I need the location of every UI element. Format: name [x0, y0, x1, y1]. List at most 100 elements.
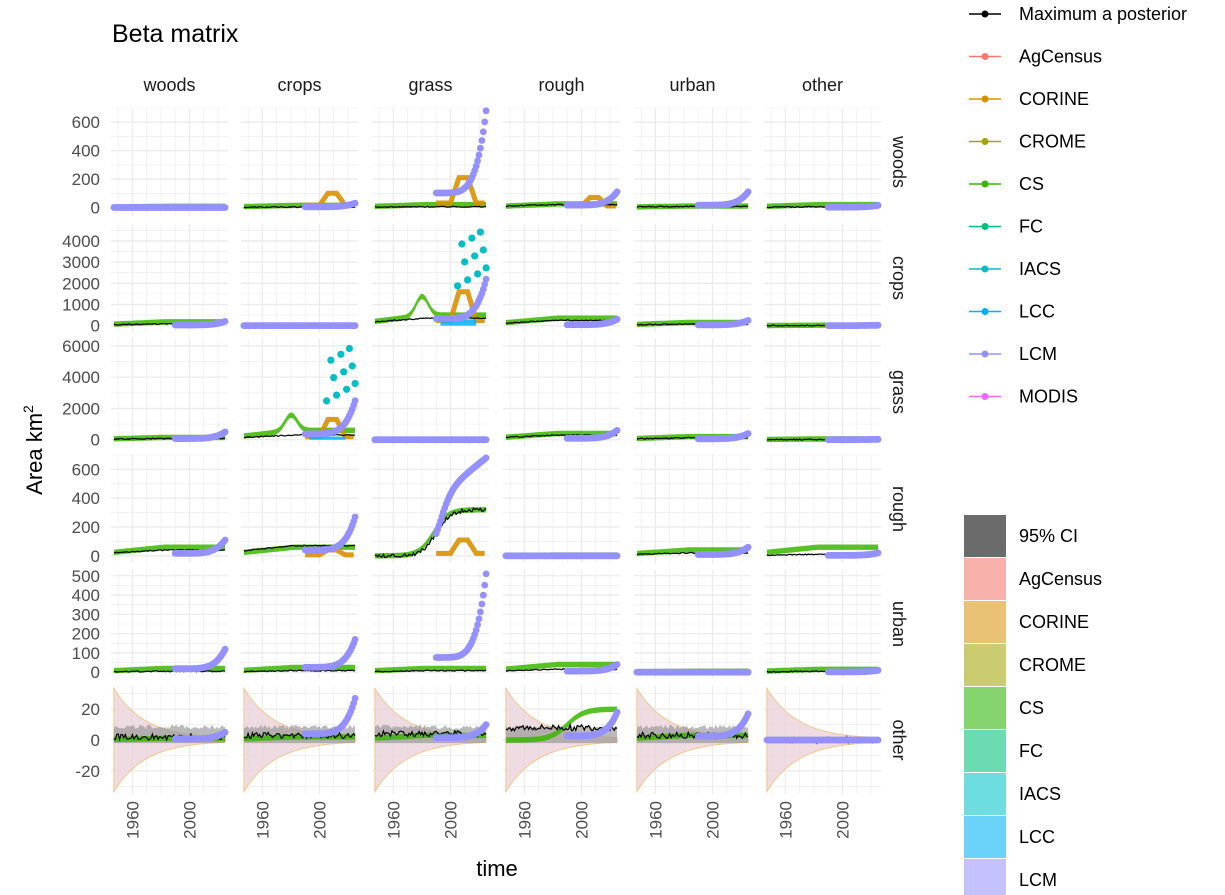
iacs-point [454, 282, 462, 290]
panel-series-urban-urban [633, 668, 752, 676]
y-tick-label: 400 [72, 489, 100, 508]
lcm-point [613, 552, 621, 560]
chart-title: Beta matrix [112, 20, 239, 48]
legend-point-key [981, 138, 989, 145]
legend-point-key [981, 180, 989, 188]
cs-band [636, 547, 749, 557]
corine-line [436, 537, 485, 556]
strip-row-grass: grass [889, 370, 909, 414]
panel-grass-rough [503, 338, 620, 446]
legend-fill-label: 95% CI [1019, 526, 1078, 546]
lcm-point [874, 549, 882, 557]
legend-line-item: MODIS [969, 387, 1078, 407]
panel-rough-urban [634, 454, 751, 563]
panel-series-woods-urban [636, 188, 752, 210]
lcm-point [744, 543, 752, 551]
strip-col-crops: crops [277, 75, 321, 95]
lcm-point [472, 626, 480, 634]
panel-crops-rough [503, 224, 620, 332]
panel-series-other-crops [243, 686, 359, 794]
y-tick-label: 3000 [62, 253, 100, 272]
y-tick-label: 400 [72, 586, 100, 605]
legend-line-item: LCM [969, 344, 1057, 364]
y-tick-label: 100 [72, 644, 100, 663]
legend-fill-label: FC [1019, 741, 1043, 761]
y-tick-label: 0 [91, 431, 100, 450]
panel-series-other-rough [505, 686, 621, 794]
lcm-point [874, 321, 882, 329]
lcm-point [221, 536, 229, 544]
legend-point-key [981, 393, 989, 400]
lcm-point [221, 204, 229, 211]
strip-col-rough: rough [538, 75, 584, 95]
legend-fill-label: CS [1019, 698, 1044, 718]
legend-point-key [981, 308, 989, 315]
lcm-point [351, 513, 359, 521]
panel-series-woods-rough [505, 188, 621, 209]
panel-series-crops-urban [636, 317, 752, 329]
panel-series-grass-rough [505, 426, 621, 442]
iacs-point [345, 344, 353, 353]
lcm-point [351, 694, 359, 702]
lcm-point [472, 162, 480, 170]
x-tick-label: 2000 [572, 801, 591, 839]
lcm-point [478, 600, 486, 608]
panel-series-urban-woods [113, 645, 229, 674]
iacs-point [461, 258, 469, 266]
legend-fill-key [964, 773, 1006, 815]
panel-series-other-urban [636, 686, 752, 794]
lcm-point [744, 188, 752, 196]
panel-series-urban-other [766, 666, 882, 676]
legend-fill-key [964, 816, 1006, 858]
panel-series-crops-woods [113, 318, 229, 329]
iacs-point [348, 362, 356, 370]
y-tick-label: 4000 [62, 368, 100, 387]
lcm-point [475, 151, 483, 159]
legend-fill-key [964, 515, 1006, 557]
legend-line-label: LCM [1019, 344, 1057, 364]
x-axis-ticks: 1960 2000 1960 2000 1960 2000 1960 2000 1960 2000… [123, 801, 852, 839]
lcc-band [309, 436, 346, 440]
lcm-point [613, 188, 621, 196]
y-tick-label: 1000 [62, 295, 100, 314]
panel-series-urban-crops [243, 636, 359, 673]
legend-point-key [981, 10, 989, 18]
map-line [243, 730, 356, 741]
lcm-point [482, 570, 490, 578]
panel-series-grass-woods [113, 428, 229, 442]
panel-series-grass-urban [636, 430, 752, 443]
lcm-point [475, 615, 483, 623]
legend-fill-label: CROME [1019, 655, 1086, 675]
x-tick-label: 2000 [180, 801, 199, 839]
panel-series-other-grass [374, 686, 490, 794]
y-tick-label: 300 [72, 605, 100, 624]
panel-series-urban-grass [374, 570, 490, 674]
y-tick-label: 0 [91, 663, 100, 682]
y-axis-ticks: 0200400600010002000300040000200040006000… [62, 113, 100, 781]
lcc-band [440, 319, 477, 326]
legend-fill-key [964, 601, 1006, 643]
lcm-point [221, 645, 229, 653]
lcm-point [481, 581, 489, 589]
iacs-point [327, 356, 335, 364]
lcm-point [351, 322, 359, 329]
lcm-point [479, 128, 487, 136]
lcm-point [351, 636, 359, 643]
lcm-point [874, 666, 882, 674]
y-tick-label: 200 [72, 170, 100, 189]
legend-fill-key [964, 558, 1006, 600]
lcm-point [874, 435, 882, 443]
panel-rough-rough [503, 454, 620, 563]
lcm-point [481, 118, 489, 126]
iacs-point [323, 397, 331, 405]
iacs-point [468, 234, 476, 242]
panel-series-rough-woods [113, 536, 229, 557]
panel-series-grass-crops [243, 344, 359, 440]
strip-row-crops: crops [889, 256, 909, 300]
legend-fill-item: CS [964, 687, 1044, 729]
strip-col-woods: woods [142, 75, 195, 95]
lcm-point [613, 315, 621, 323]
panel-crops-other [764, 224, 881, 332]
legend-line-item: AgCensus [969, 47, 1102, 67]
